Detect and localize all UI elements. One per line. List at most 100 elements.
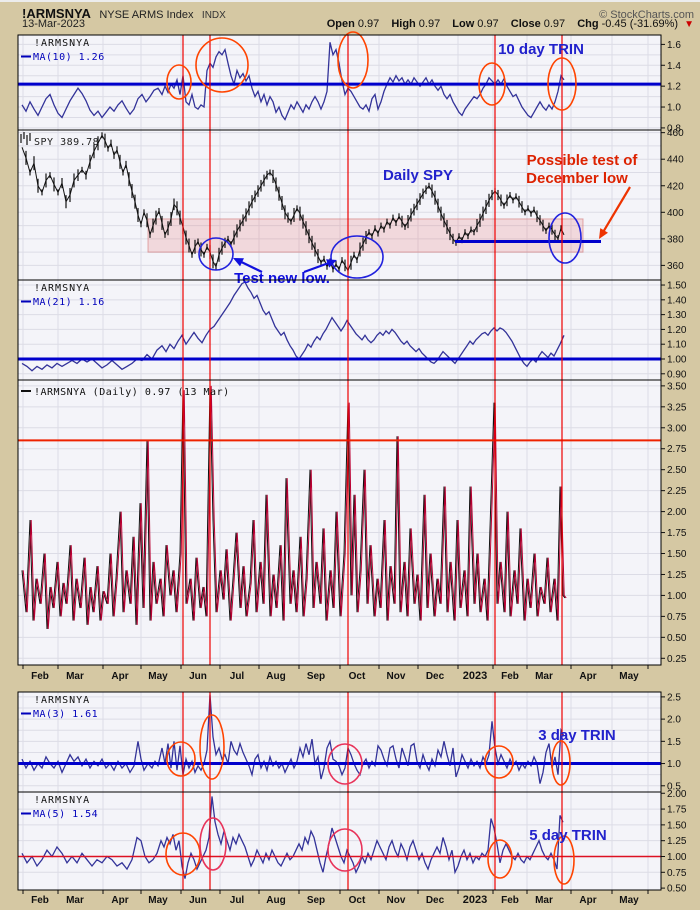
month-label: May xyxy=(148,895,168,906)
y-tick-label: 2.0 xyxy=(667,715,681,726)
y-tick-label: 0.50 xyxy=(667,633,687,644)
panel-trin-3day: 2.5 2.0 1.5 1.0 0.5 !ARMSNYA MA(3) 1.61 xyxy=(18,692,681,792)
index-name-label: NYSE ARMS Index xyxy=(99,9,194,21)
series-trin-10day xyxy=(21,42,565,121)
y-tick-label: 1.30 xyxy=(667,310,687,321)
change-value: -0.45 (-31.69%) xyxy=(601,18,679,30)
month-label: Aug xyxy=(266,895,285,906)
month-label: Jul xyxy=(230,671,245,682)
month-label: 2023 xyxy=(463,894,487,906)
annotation-ellipse xyxy=(199,714,225,780)
change-down-arrow-icon: ▼ xyxy=(684,19,694,30)
high-value: 0.97 xyxy=(418,18,441,30)
annotation-ellipse xyxy=(198,237,234,271)
month-label: Apr xyxy=(111,895,128,906)
month-label: Sep xyxy=(307,895,325,906)
panel-trin-daily: 3.50 3.25 3.00 2.75 2.50 2.25 2.00 1.75 1.50 1.25… xyxy=(18,381,687,665)
low-value: 0.97 xyxy=(477,18,499,30)
y-tick-label: 0.75 xyxy=(667,612,687,623)
chart-header-row1: !ARMSNYA NYSE ARMS Index INDX © StockCha… xyxy=(22,5,694,23)
month-label: 2023 xyxy=(463,670,487,682)
month-label: Feb xyxy=(31,671,49,682)
y-tick-label: 0.75 xyxy=(667,868,687,879)
month-label: Dec xyxy=(426,895,445,906)
y-tick-label: 1.00 xyxy=(667,354,687,365)
annotation-text: Test new low. xyxy=(234,270,330,287)
month-label: Sep xyxy=(307,671,325,682)
y-tick-label: 1.00 xyxy=(667,591,687,602)
y-tick-label: 3.00 xyxy=(667,423,687,434)
month-label: May xyxy=(148,671,168,682)
y-tick-label: 1.75 xyxy=(667,528,687,539)
annotation-ellipse xyxy=(166,741,196,777)
y-tick-label: 400 xyxy=(667,208,684,219)
y-tick-label: 2.00 xyxy=(667,789,687,800)
change-label: Chg xyxy=(577,18,599,30)
month-label: Dec xyxy=(426,671,445,682)
y-tick-label: 1.0 xyxy=(667,103,681,114)
y-tick-label: 0.25 xyxy=(667,654,687,665)
y-tick-label: 1.50 xyxy=(667,549,687,560)
month-label: Apr xyxy=(579,895,596,906)
y-tick-label: 2.50 xyxy=(667,465,687,476)
close-value: 0.97 xyxy=(543,18,566,30)
annotation-text: December low xyxy=(526,170,628,187)
month-label: Apr xyxy=(111,671,128,682)
panel-daily-spy: 460 440 420 400 380 360 SPY 389.78 xyxy=(18,128,684,274)
y-tick-label: 1.6 xyxy=(667,40,681,51)
arrowhead xyxy=(233,258,244,267)
month-label: Mar xyxy=(66,895,84,906)
annotation-ellipse xyxy=(487,839,513,879)
copyright-label: © StockCharts.com xyxy=(599,9,694,21)
close-label: Close xyxy=(510,18,541,30)
y-tick-label: 1.25 xyxy=(667,836,687,847)
annotation-ellipse xyxy=(327,828,363,872)
y-tick-label: 1.5 xyxy=(667,737,681,748)
y-tick-label: 380 xyxy=(667,234,684,245)
month-label: Feb xyxy=(501,671,519,682)
y-tick-label: 3.50 xyxy=(667,381,687,392)
annotation-text: 5 day TRIN xyxy=(529,827,607,844)
y-tick-label: 1.75 xyxy=(667,805,687,816)
y-tick-label: 1.4 xyxy=(667,61,681,72)
panel-legend: SPY 389.78 xyxy=(34,137,99,148)
y-tick-label: 2.00 xyxy=(667,507,687,518)
month-label: Aug xyxy=(266,671,285,682)
panel-trin-21day: 1.50 1.40 1.30 1.20 1.10 1.00 0.90 !ARMSNYA MA(2… xyxy=(18,281,687,380)
open-label: Open xyxy=(326,18,355,30)
annotation-text: 10 day TRIN xyxy=(498,41,584,58)
y-tick-label: 0.50 xyxy=(667,884,687,895)
month-label: Mar xyxy=(535,895,553,906)
y-tick-label: 1.50 xyxy=(667,281,687,292)
annotation-ellipse xyxy=(547,57,577,111)
month-label: Oct xyxy=(349,671,366,682)
arrowhead xyxy=(326,259,337,268)
panel-title: !ARMSNYA xyxy=(34,283,90,294)
ma-legend: MA(21) 1.16 xyxy=(33,297,105,308)
month-label: Jun xyxy=(189,895,207,906)
y-tick-label: 440 xyxy=(667,155,684,166)
y-tick-label: 2.75 xyxy=(667,444,687,455)
quote-strip: Open 0.97 High 0.97 Low 0.97 Close 0.97 Chg -… xyxy=(318,18,694,30)
annotation-text: Possible test of xyxy=(527,152,639,169)
month-label: Feb xyxy=(31,895,49,906)
chart-date: 13-Mar-2023 xyxy=(22,18,85,30)
month-label: Feb xyxy=(501,895,519,906)
month-label: Jun xyxy=(189,671,207,682)
low-label: Low xyxy=(452,18,475,30)
y-tick-label: 460 xyxy=(667,128,684,139)
y-tick-label: 2.5 xyxy=(667,692,681,703)
annotation-ellipse xyxy=(553,835,575,885)
symbol-label: !ARMSNYA xyxy=(22,6,91,21)
y-tick-label: 1.50 xyxy=(667,820,687,831)
month-label: Nov xyxy=(387,895,406,906)
panel-title: !ARMSNYA xyxy=(34,795,90,806)
ma-legend: MA(10) 1.26 xyxy=(33,52,105,63)
chart-box-border xyxy=(17,691,662,891)
annotation-ellipse xyxy=(484,745,514,779)
annotation-ellipse xyxy=(165,832,201,876)
month-label: Oct xyxy=(349,895,366,906)
high-label: High xyxy=(391,18,416,30)
ma-legend: MA(3) 1.61 xyxy=(33,709,98,720)
